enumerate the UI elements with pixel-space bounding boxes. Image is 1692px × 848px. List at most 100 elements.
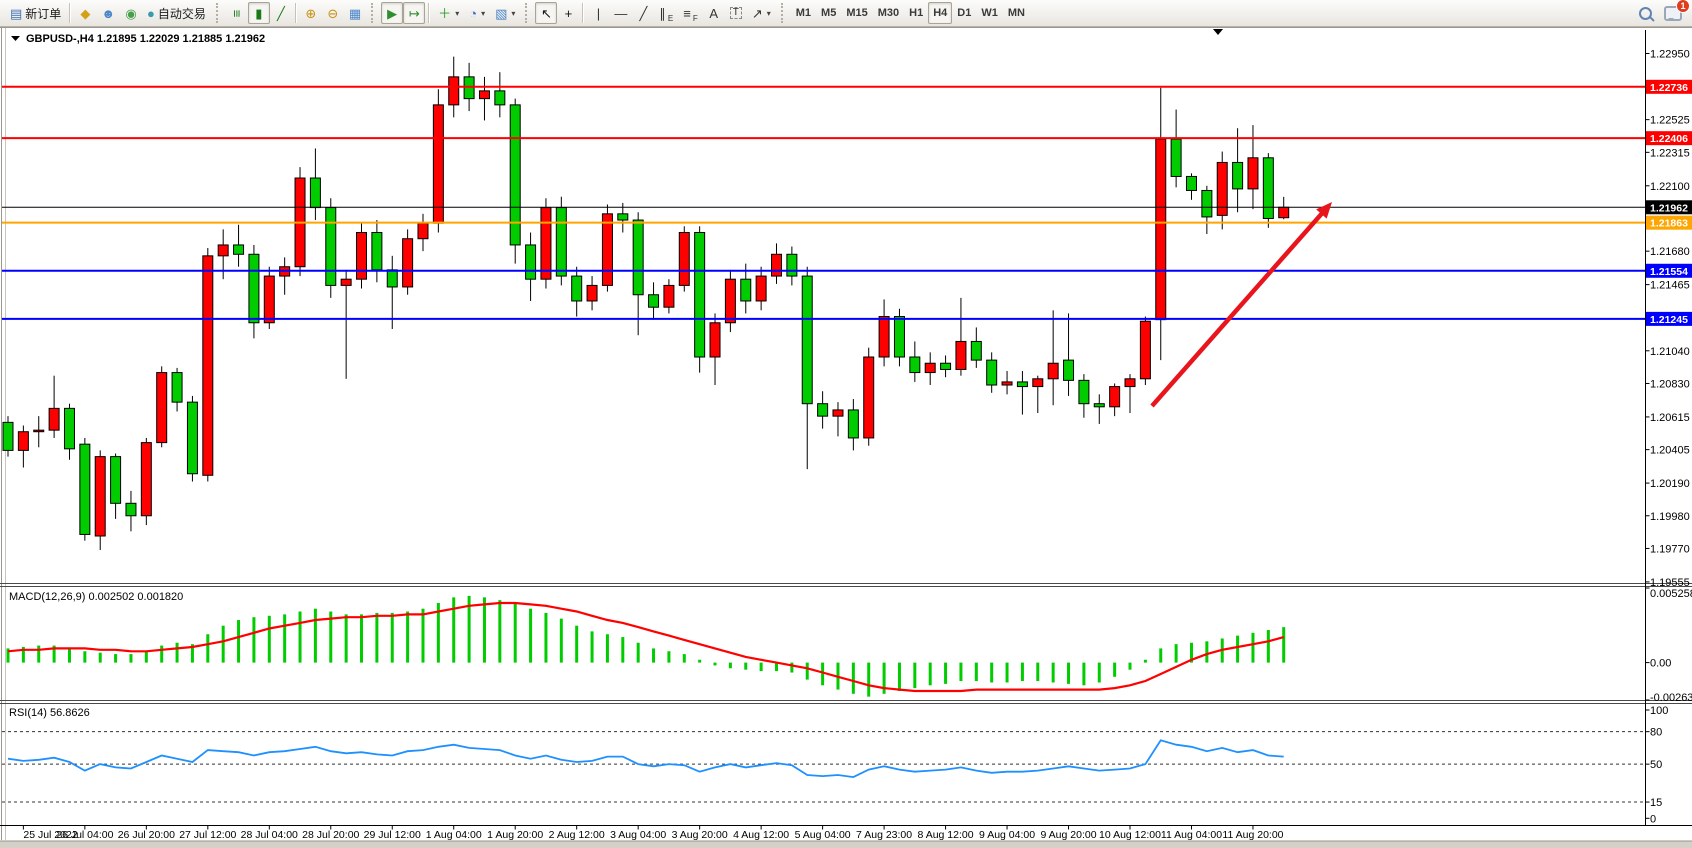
new-order-button[interactable]: ▤ 新订单	[5, 2, 66, 24]
zoom-in-button[interactable]: ⊕	[300, 2, 322, 24]
time-tick-label: 11 Aug 20:00	[1222, 829, 1283, 841]
auto-scroll-button[interactable]: ▶	[381, 2, 404, 24]
bullish-candle	[663, 284, 675, 308]
zoom-out-button[interactable]: ⊖	[322, 2, 344, 24]
bearish-candle	[1016, 381, 1028, 388]
price-tick-label: 1.21040	[1650, 346, 1690, 358]
indicators-button[interactable]: ＋ ▾	[433, 2, 464, 24]
vertical-line-button[interactable]: |	[587, 2, 609, 24]
time-tick-label: 3 Aug 04:00	[610, 829, 666, 841]
bearish-candle	[1078, 379, 1090, 405]
bullish-candle	[356, 231, 368, 280]
bullish-candle	[863, 356, 875, 439]
bullish-candle	[94, 456, 106, 537]
time-tick-label: 9 Aug 20:00	[1040, 829, 1096, 841]
timeframe-h1[interactable]: H1	[904, 2, 928, 24]
price-badge-1.21863	[1646, 215, 1692, 230]
price-tick-label: 1.20615	[1650, 412, 1690, 424]
bearish-candle	[371, 231, 383, 271]
timeframe-w1-label: W1	[981, 7, 998, 19]
bearish-candle	[1232, 161, 1244, 190]
bearish-candle	[171, 372, 183, 403]
symbol-dropdown-icon[interactable]	[11, 36, 20, 41]
text-button[interactable]: A	[703, 2, 725, 24]
templates-icon: ▧	[495, 5, 508, 21]
profiles-button[interactable]: ☻	[96, 2, 120, 24]
price-badge-1.22736	[1646, 79, 1692, 94]
timeframe-m1[interactable]: M1	[791, 2, 816, 24]
time-tick-label: 11 Aug 04:00	[1161, 829, 1222, 841]
bullish-candle	[955, 340, 967, 370]
price-badge-1.22406	[1646, 131, 1692, 146]
timeframe-m30[interactable]: M30	[873, 2, 904, 24]
timeframe-h1-label: H1	[909, 7, 924, 19]
candlestick-chart-icon: ▮	[255, 5, 263, 21]
price-tick-label: 1.21680	[1650, 246, 1690, 258]
price-tick-label: 1.22100	[1650, 181, 1690, 193]
horizontal-line-icon: —	[614, 5, 628, 21]
gbpusd-h4-chart[interactable]: 1.22950 1.22525 1.22315 1.22100 1.21680 1.214…	[0, 27, 1692, 848]
bearish-candle	[1262, 157, 1274, 219]
toolbar-grip	[525, 3, 529, 23]
bearish-candle	[509, 104, 521, 246]
fibonacci-button[interactable]: ≡ F	[678, 2, 702, 24]
timeframe-d1[interactable]: D1	[952, 2, 976, 24]
time-tick-label: 7 Aug 23:00	[856, 829, 912, 841]
crosshair-button[interactable]: +	[557, 2, 579, 24]
tile-windows-button[interactable]: ▦	[344, 2, 366, 24]
arrows-button[interactable]: ↗ ▾	[747, 2, 776, 24]
time-tick-label: 25 Jul 2022	[23, 829, 77, 841]
bullish-candle	[1216, 161, 1228, 216]
equidistant-channel-button[interactable]: ∥ E	[654, 2, 678, 24]
notifications-button[interactable]: 1	[1659, 0, 1690, 24]
bar-chart-button[interactable]: ≡	[226, 2, 248, 24]
arrows-icon: ↗	[751, 5, 763, 21]
price-tick-label: 1.22950	[1650, 49, 1690, 61]
main-toolbar: ▤ 新订单 ◆ ☻ ◉ ● 自动交易 ≡ ▮ ╱ ⊕ ⊖ ▦ ▶ ↦ ＋ ▾ ◔ ▾ ▧ ▾ ↖ + | — ╱ ∥ E ≡ F A T ↗ ▾ M…	[0, 0, 1692, 27]
rsi-line	[7, 739, 1284, 779]
bearish-candle	[233, 244, 245, 255]
periods-button[interactable]: ◔ ▾	[464, 2, 490, 24]
trend-arrow-line[interactable]	[1150, 209, 1326, 408]
bearish-candle	[63, 407, 75, 450]
time-tick-label: 2 Aug 12:00	[549, 829, 605, 841]
bullish-candle	[1001, 381, 1013, 386]
trend-arrow-head[interactable]	[1316, 202, 1332, 219]
timeframe-w1[interactable]: W1	[976, 2, 1003, 24]
bullish-candle	[755, 275, 767, 302]
horizontal-line-button[interactable]: —	[609, 2, 632, 24]
price-badge-1.21554	[1646, 263, 1692, 278]
auto-trading-button[interactable]: ● 自动交易	[142, 2, 211, 24]
bearish-candle	[909, 356, 921, 374]
signals-button[interactable]: ◉	[120, 2, 142, 24]
zoom-out-icon: ⊖	[327, 5, 339, 21]
trendline-button[interactable]: ╱	[632, 2, 654, 24]
icon-subscript: E	[667, 14, 674, 23]
bearish-candle	[79, 443, 91, 535]
bullish-candle	[1124, 378, 1136, 388]
rsi-label: RSI(14) 56.8626	[9, 707, 90, 719]
bearish-candle	[494, 90, 506, 106]
price-badge-1.21245	[1646, 311, 1692, 326]
chart-shift-button[interactable]: ↦	[403, 2, 426, 24]
crayon-style-button[interactable]: ◆	[74, 2, 96, 24]
bullish-candle	[217, 244, 229, 257]
search-button[interactable]	[1631, 2, 1659, 24]
line-chart-button[interactable]: ╱	[270, 2, 292, 24]
timeframe-mn[interactable]: MN	[1003, 2, 1030, 24]
timeframe-m15[interactable]: M15	[841, 2, 872, 24]
bearish-candle	[555, 207, 567, 277]
candlestick-chart-button[interactable]: ▮	[247, 2, 270, 24]
bearish-candle	[2, 421, 14, 451]
auto-trading-icon: ●	[147, 5, 155, 21]
bullish-candle	[724, 278, 736, 324]
line-chart-icon: ╱	[276, 5, 285, 21]
toolbar-sep	[294, 3, 297, 23]
cursor-button[interactable]: ↖	[535, 2, 558, 24]
timeframe-h4[interactable]: H4	[928, 2, 953, 24]
bearish-candle	[694, 231, 706, 358]
text-label-button[interactable]: T	[725, 2, 747, 24]
timeframe-m5[interactable]: M5	[816, 2, 841, 24]
bullish-candle	[771, 253, 782, 277]
templates-button[interactable]: ▧ ▾	[490, 2, 520, 24]
